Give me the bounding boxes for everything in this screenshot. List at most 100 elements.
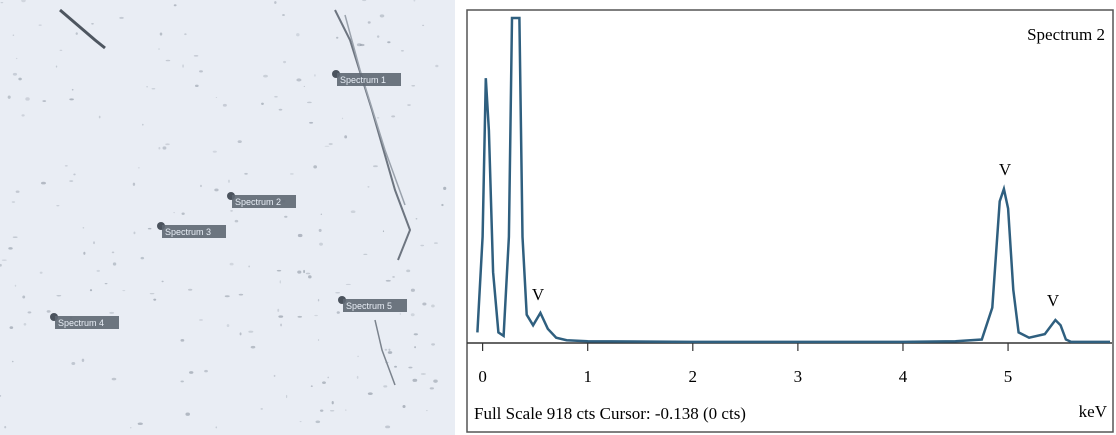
speckle <box>15 57 18 60</box>
speckle <box>38 24 42 26</box>
x-tick-label: 2 <box>689 367 698 386</box>
speckle <box>363 253 368 256</box>
speckle <box>319 409 324 412</box>
speckle <box>248 265 250 268</box>
speckle <box>429 387 434 390</box>
speckle <box>282 14 285 16</box>
speckle <box>408 366 413 369</box>
speckle <box>279 280 281 284</box>
speckle <box>46 310 51 313</box>
x-tick-label: 3 <box>794 367 803 386</box>
speckle <box>189 371 194 374</box>
speckle <box>104 283 108 285</box>
speckle <box>250 345 256 349</box>
crack <box>334 9 412 261</box>
speckle <box>367 21 371 24</box>
spectrum-title: Spectrum 2 <box>1027 25 1105 44</box>
speckle <box>81 358 85 362</box>
speckle <box>237 140 242 144</box>
speckle <box>82 227 85 229</box>
speckle <box>412 378 418 382</box>
speckle <box>140 256 145 260</box>
speckle <box>151 88 156 90</box>
speckle <box>238 293 244 296</box>
speckle <box>215 426 218 429</box>
speckle <box>9 326 14 330</box>
speckle <box>200 184 202 188</box>
speckle <box>137 422 143 426</box>
speckle <box>193 55 199 57</box>
speckle <box>98 115 101 119</box>
spectrum-line <box>476 16 1110 344</box>
speckle <box>441 203 444 207</box>
speckle <box>153 298 157 301</box>
speckle <box>320 213 323 215</box>
speckle <box>357 355 359 358</box>
speckle <box>297 233 303 238</box>
speckle <box>158 146 161 150</box>
speckle <box>392 276 395 278</box>
speckle <box>280 323 282 327</box>
speckle <box>384 361 389 364</box>
speckle <box>274 1 277 4</box>
speckle <box>367 186 370 188</box>
speckle <box>0 395 2 397</box>
speckle <box>376 117 380 119</box>
speckle <box>431 304 435 308</box>
speckle <box>296 33 300 37</box>
speckle <box>4 425 7 429</box>
speckle <box>227 179 230 183</box>
speckle <box>64 164 68 167</box>
peak-label: V <box>1047 291 1060 310</box>
speckle <box>18 77 22 81</box>
speckle <box>71 88 74 91</box>
speckle <box>12 236 18 238</box>
speckle <box>329 409 335 412</box>
speckle <box>314 74 316 77</box>
speckle <box>391 115 396 118</box>
speckle <box>173 212 175 214</box>
speckle <box>195 84 199 88</box>
speckle <box>215 96 218 99</box>
speckle <box>0 263 2 267</box>
speckle <box>83 251 86 255</box>
speckle <box>310 385 313 387</box>
speckle <box>324 145 330 147</box>
speckle <box>15 190 20 193</box>
speckle <box>362 0 367 2</box>
peak-label: V <box>999 160 1012 179</box>
speckle <box>414 346 416 349</box>
speckle <box>433 379 438 383</box>
speckle <box>229 262 234 266</box>
speckle <box>433 242 438 244</box>
speckle <box>387 351 393 354</box>
speckle <box>0 2 4 4</box>
speckle <box>359 43 365 47</box>
speckle <box>204 369 208 373</box>
speckle <box>309 121 314 124</box>
speckle <box>367 392 373 395</box>
plot: 0 1 2 3 4 5 V V V <box>467 16 1112 386</box>
speckle <box>413 333 418 336</box>
speckle <box>285 394 288 399</box>
speckle <box>214 188 219 192</box>
crack <box>374 319 396 386</box>
speckle <box>313 165 318 169</box>
speckle <box>27 311 32 314</box>
speckle <box>335 292 340 294</box>
speckle <box>331 401 334 405</box>
speckle <box>296 78 302 82</box>
speckle <box>420 373 426 375</box>
x-axis-label: keV <box>1079 402 1108 421</box>
speckle <box>212 150 217 153</box>
speckle <box>188 288 193 291</box>
speckle <box>244 172 248 175</box>
speckle <box>431 343 436 346</box>
speckle <box>328 143 333 146</box>
speckle <box>180 380 184 383</box>
speckle <box>173 4 177 7</box>
speckle <box>402 404 406 408</box>
speckle <box>336 36 339 39</box>
speckle <box>137 167 140 169</box>
speckle <box>379 14 385 18</box>
